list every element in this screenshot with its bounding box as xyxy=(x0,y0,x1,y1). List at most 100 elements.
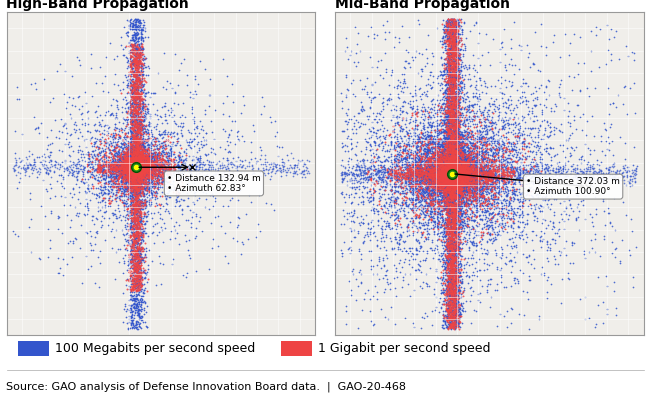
Point xyxy=(444,170,454,177)
Point xyxy=(444,142,454,149)
Point xyxy=(133,170,143,177)
Point xyxy=(444,161,454,168)
Point xyxy=(374,90,384,97)
Point xyxy=(402,150,412,156)
Point xyxy=(107,168,118,175)
Point xyxy=(445,90,456,96)
Point xyxy=(448,34,458,41)
Point xyxy=(176,130,186,136)
Point xyxy=(441,201,452,207)
Point xyxy=(443,38,453,44)
Point xyxy=(135,78,145,85)
Point xyxy=(442,23,452,29)
Point xyxy=(453,183,463,189)
Point xyxy=(148,258,158,264)
Point xyxy=(442,193,452,200)
Point xyxy=(455,209,465,215)
Point xyxy=(428,155,438,161)
Point xyxy=(127,189,137,196)
Point xyxy=(133,36,144,42)
Point xyxy=(79,211,89,217)
Point xyxy=(128,191,138,198)
Point xyxy=(448,119,459,126)
Point xyxy=(443,112,453,118)
Point xyxy=(120,170,131,177)
Point xyxy=(135,100,145,106)
Point xyxy=(218,173,228,179)
Point xyxy=(447,102,458,108)
Point xyxy=(445,178,455,184)
Point xyxy=(131,165,141,171)
Point xyxy=(128,163,138,169)
Point xyxy=(452,235,462,242)
Point xyxy=(134,138,144,145)
Point xyxy=(116,157,126,164)
Point xyxy=(425,147,436,154)
Point xyxy=(447,171,457,177)
Point xyxy=(443,60,453,66)
Point xyxy=(125,161,136,167)
Point xyxy=(473,157,483,164)
Point xyxy=(437,213,447,219)
Point xyxy=(514,149,524,156)
Point xyxy=(447,228,457,234)
Point xyxy=(480,141,490,148)
Point xyxy=(446,177,456,184)
Point xyxy=(133,198,144,204)
Point xyxy=(442,130,452,137)
Point xyxy=(144,163,155,169)
Point xyxy=(138,125,149,132)
Point xyxy=(428,192,439,199)
Point xyxy=(140,169,150,176)
Point xyxy=(436,147,446,154)
Point xyxy=(437,168,448,174)
Point xyxy=(363,177,373,183)
Point xyxy=(484,173,494,179)
Point xyxy=(452,173,462,179)
Point xyxy=(450,174,461,180)
Point xyxy=(107,134,117,141)
Point xyxy=(444,307,454,313)
Point xyxy=(442,173,452,179)
Point xyxy=(443,43,454,50)
Point xyxy=(434,141,444,147)
Point xyxy=(380,183,390,190)
Point xyxy=(471,145,482,151)
Point xyxy=(129,145,139,151)
Point xyxy=(516,194,526,201)
Point xyxy=(420,136,430,143)
Point xyxy=(120,301,130,307)
Point xyxy=(463,170,474,176)
Point xyxy=(530,168,541,175)
Point xyxy=(438,226,448,233)
Point xyxy=(445,311,455,318)
Point xyxy=(406,180,416,187)
Point xyxy=(445,171,455,178)
Point xyxy=(151,158,161,164)
Point xyxy=(128,301,138,307)
Point xyxy=(141,271,151,277)
Point xyxy=(445,168,456,175)
Point xyxy=(463,167,474,174)
Point xyxy=(424,137,435,143)
Point xyxy=(140,166,151,172)
Point xyxy=(443,38,454,44)
Point xyxy=(445,183,456,190)
Point xyxy=(458,156,468,163)
Point xyxy=(134,160,144,166)
Point xyxy=(543,170,554,176)
Point xyxy=(469,113,479,120)
Point xyxy=(372,109,382,116)
Point xyxy=(169,185,179,192)
Point xyxy=(477,170,488,177)
Point xyxy=(143,155,153,162)
Point xyxy=(420,179,430,185)
Point xyxy=(445,173,456,179)
Point xyxy=(454,261,464,268)
Point xyxy=(456,166,466,173)
Point xyxy=(443,220,453,226)
Point xyxy=(488,168,498,174)
Point xyxy=(145,173,155,180)
Point xyxy=(134,68,144,74)
Point xyxy=(441,170,452,177)
